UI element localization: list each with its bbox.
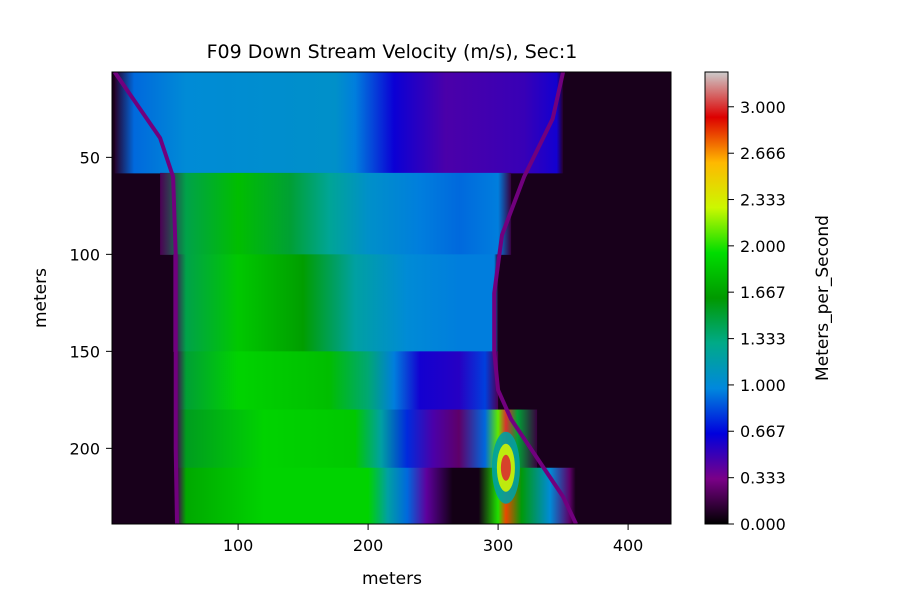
y-axis-ticks: 50 100 150 200 (69, 148, 112, 458)
y-axis-label: meters (31, 268, 51, 328)
colorbar-tick-label: 0.000 (740, 515, 786, 534)
x-tick-label: 200 (353, 536, 384, 555)
x-tick-label: 100 (223, 536, 254, 555)
right-bank-edge (492, 72, 578, 524)
colorbar-tick-label: 2.666 (740, 144, 786, 163)
x-axis-label: meters (362, 569, 422, 589)
plot-frame (111, 71, 672, 525)
heatmap-band (114, 72, 564, 174)
river-banks (112, 72, 578, 524)
colorbar: 0.000 0.333 0.667 1.000 1.333 1.667 2.000 2.333… (704, 71, 833, 534)
left-bank-edge (112, 72, 179, 524)
y-tick-label: 50 (80, 148, 100, 167)
colorbar-fill (705, 72, 728, 524)
heatmap-band (175, 351, 499, 411)
chart-title: F09 Down Stream Velocity (m/s), Sec:1 (207, 41, 578, 63)
heatmap-rows (112, 72, 671, 524)
heatmap-band (175, 409, 538, 469)
y-tick-label: 100 (69, 245, 100, 264)
colorbar-tick-label: 1.333 (740, 330, 786, 349)
hotspot-ring (500, 454, 511, 481)
velocity-hotspot (491, 431, 520, 504)
colorbar-tick-label: 1.000 (740, 376, 786, 395)
plot-area (112, 72, 671, 524)
heatmap-band (173, 254, 499, 352)
x-axis-ticks: 100 200 300 400 (223, 524, 644, 555)
colorbar-tick-label: 2.333 (740, 191, 786, 210)
colorbar-label: Meters_per_Second (813, 215, 833, 381)
colorbar-frame (704, 71, 729, 525)
x-tick-label: 300 (483, 536, 514, 555)
colorbar-ticks: 0.000 0.333 0.667 1.000 1.333 1.667 2.000 2.333… (728, 98, 786, 534)
colorbar-tick-label: 1.667 (740, 283, 786, 302)
colorbar-tick-label: 0.333 (740, 469, 786, 488)
x-tick-label: 400 (613, 536, 644, 555)
colorbar-tick-label: 2.000 (740, 237, 786, 256)
heatmap-band (160, 172, 512, 255)
colorbar-tick-label: 3.000 (740, 98, 786, 117)
y-tick-label: 150 (69, 342, 100, 361)
colorbar-tick-label: 0.667 (740, 422, 786, 441)
y-tick-label: 200 (69, 439, 100, 458)
